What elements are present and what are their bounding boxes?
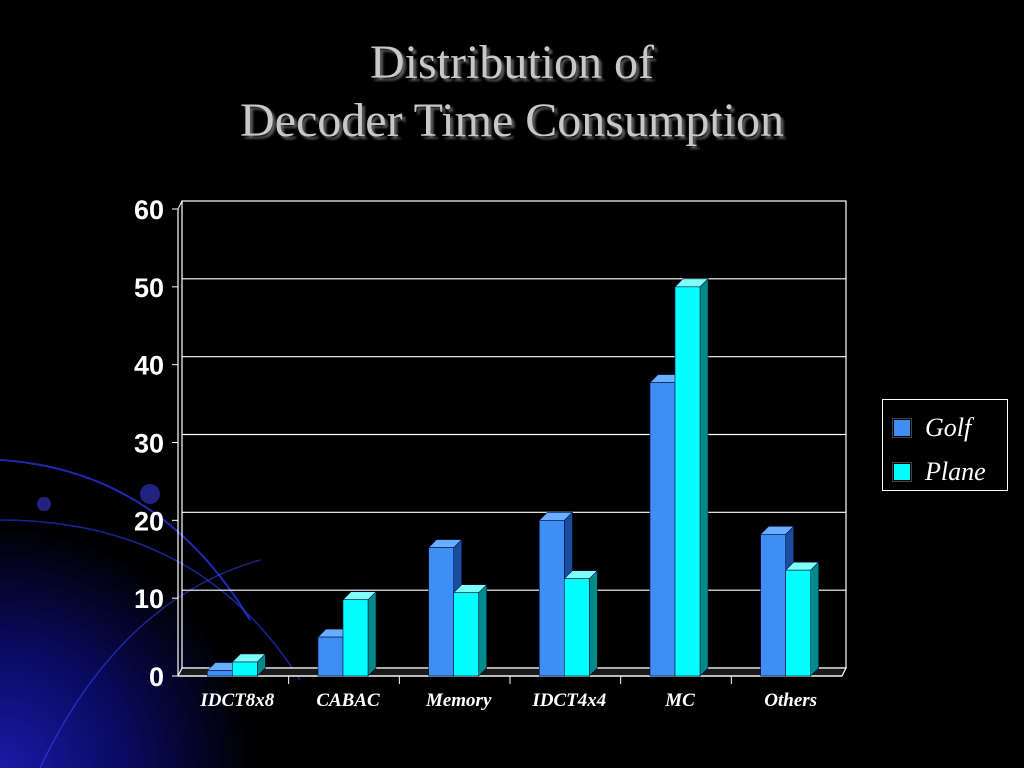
- bar-plane-idct8x8: [232, 661, 258, 677]
- y-axis-depth: [177, 200, 183, 210]
- bar-plane-memory: [453, 592, 479, 677]
- x-tick-label: Memory: [425, 690, 492, 711]
- bar-golf-idct4x4: [539, 520, 565, 677]
- x-tick-label: CABAC: [316, 690, 380, 711]
- bar-golf-idct8x8: [207, 670, 233, 677]
- chart-title: Distribution of Decoder Time Consumption: [0, 34, 1024, 150]
- y-tick-label: 10: [134, 584, 164, 614]
- x-tick-label: IDCT8x8: [199, 690, 274, 711]
- bar-plane-idct4x4-side: [589, 569, 598, 677]
- bar-plane-mc: [674, 286, 701, 677]
- legend-item-golf: Golf: [892, 413, 972, 443]
- bar-plane-memory-side: [478, 583, 487, 677]
- x-tick-label: MC: [664, 690, 695, 711]
- legend-swatch-golf: [892, 418, 912, 438]
- y-tick-label: 30: [134, 429, 164, 459]
- chart-floor: [177, 667, 847, 677]
- bar-plane-idct4x4: [564, 578, 590, 677]
- y-tick-label: 60: [134, 195, 164, 225]
- chart-title-line1: Distribution of: [370, 36, 654, 89]
- y-tick-label: 0: [149, 662, 164, 692]
- legend-swatch-plane: [892, 462, 912, 482]
- x-tick-label: IDCT4x4: [531, 690, 606, 711]
- legend-label-golf: Golf: [925, 413, 972, 442]
- bar-golf-memory: [428, 547, 454, 677]
- bar-plane-cabac: [342, 599, 369, 677]
- legend-item-plane: Plane: [892, 457, 986, 487]
- bar-golf-cabac: [317, 636, 344, 677]
- bar-golf-mc: [649, 382, 676, 677]
- bar-plane-mc-side: [699, 278, 709, 677]
- bar-plane-others-side: [810, 561, 819, 677]
- bar-plane-others: [785, 569, 811, 677]
- x-tick-label: Others: [764, 690, 817, 711]
- bar-golf-others: [760, 534, 786, 677]
- y-tick-label: 40: [134, 351, 164, 381]
- y-tick-label: 20: [134, 506, 164, 536]
- legend: Golf Plane: [882, 399, 1008, 491]
- chart-title-line2: Decoder Time Consumption: [239, 94, 784, 147]
- y-tick-label: 50: [134, 273, 164, 303]
- bar-plane-cabac-side: [367, 590, 377, 677]
- legend-label-plane: Plane: [925, 457, 986, 486]
